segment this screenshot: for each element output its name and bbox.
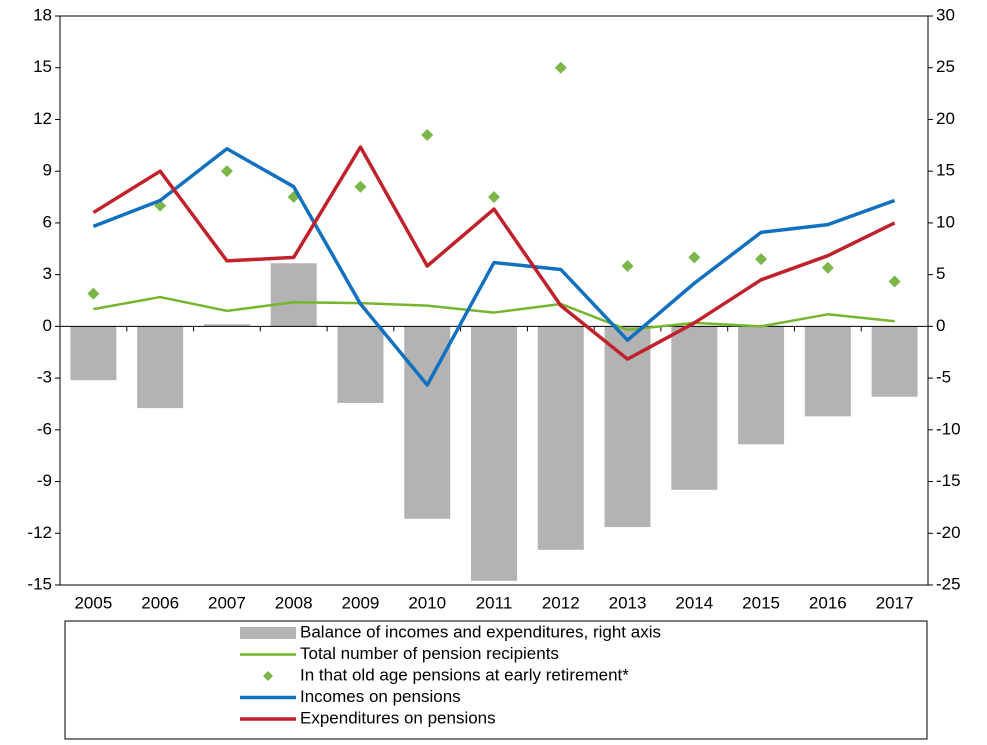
marker — [821, 261, 834, 274]
y-tick-label: 9 — [43, 161, 52, 180]
y2-tick-label: -5 — [936, 368, 951, 387]
marker — [220, 165, 233, 178]
bar — [203, 324, 250, 327]
x-tick-label: 2005 — [74, 593, 112, 612]
x-tick-label: 2009 — [342, 593, 380, 612]
y2-tick-label: 15 — [936, 161, 955, 180]
y2-tick-label: -20 — [936, 523, 961, 542]
x-tick-label: 2015 — [742, 593, 780, 612]
bar — [471, 326, 517, 581]
y-tick-label: 6 — [43, 212, 52, 231]
y2-tick-label: 30 — [936, 5, 955, 24]
x-tick-label: 2012 — [542, 593, 580, 612]
marker — [354, 180, 367, 193]
legend-label: Balance of incomes and expenditures, rig… — [300, 622, 661, 641]
legend-label: Total number of pension recipients — [300, 644, 559, 663]
x-tick-label: 2013 — [609, 593, 647, 612]
y2-tick-label: 5 — [936, 264, 945, 283]
y2-tick-label: -25 — [936, 574, 961, 593]
bar — [804, 326, 851, 417]
bar — [738, 326, 785, 445]
legend-label: Expenditures on pensions — [300, 708, 496, 727]
marker — [888, 275, 901, 288]
y-tick-label: -3 — [37, 368, 52, 387]
x-tick-label: 2014 — [675, 593, 713, 612]
y2-tick-label: -10 — [936, 419, 961, 438]
y-tick-label: 15 — [33, 57, 52, 76]
marker — [688, 251, 701, 264]
y-tick-label: -15 — [27, 574, 52, 593]
y-tick-label: 18 — [33, 5, 52, 24]
marker — [421, 128, 434, 141]
bar — [537, 326, 584, 550]
y2-tick-label: 0 — [936, 316, 945, 335]
legend-swatch — [240, 627, 296, 639]
x-tick-label: 2011 — [476, 593, 513, 612]
y-tick-label: 12 — [33, 109, 52, 128]
bar — [137, 326, 184, 409]
legend-label: Incomes on pensions — [300, 687, 461, 706]
x-tick-label: 2007 — [208, 593, 246, 612]
legend-swatch — [263, 671, 273, 681]
bar — [671, 326, 718, 490]
line — [93, 295, 895, 332]
x-tick-label: 2008 — [275, 593, 313, 612]
marker — [488, 191, 500, 204]
bar — [337, 326, 384, 403]
bar — [270, 263, 317, 327]
y-tick-label: -12 — [27, 523, 52, 542]
plot-area — [59, 15, 929, 586]
x-tick-label: 2010 — [408, 593, 446, 612]
y2-tick-label: -15 — [936, 471, 961, 490]
y-tick-label: -6 — [37, 419, 52, 438]
legend-box — [64, 620, 928, 740]
y-tick-label: 3 — [43, 264, 52, 283]
marker — [621, 260, 634, 273]
y2-tick-label: 25 — [936, 57, 955, 76]
line — [92, 147, 896, 387]
y2-tick-label: 10 — [936, 212, 955, 231]
x-tick-label: 2016 — [809, 593, 847, 612]
y-tick-label: -9 — [37, 471, 52, 490]
x-tick-label: 2006 — [141, 593, 179, 612]
bar — [604, 326, 651, 528]
legend-label: In that old age pensions at early retire… — [300, 665, 629, 684]
marker — [755, 253, 768, 266]
bar — [871, 326, 918, 397]
marker — [87, 287, 100, 300]
marker — [554, 61, 567, 74]
x-tick-label: 2017 — [876, 593, 914, 612]
line — [92, 145, 896, 361]
y2-tick-label: 20 — [936, 109, 955, 128]
y-tick-label: 0 — [43, 316, 52, 335]
bar — [70, 326, 117, 381]
